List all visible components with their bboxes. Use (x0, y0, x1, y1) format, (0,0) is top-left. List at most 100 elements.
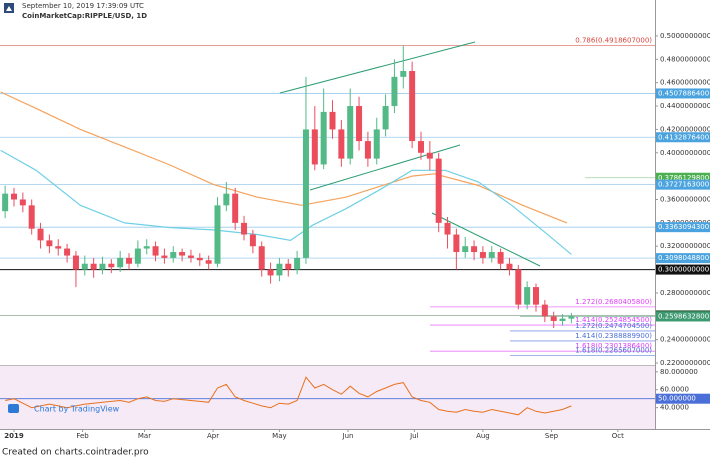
candle-body (11, 193, 18, 200)
y-tick-label: 0.4400000000 (660, 102, 710, 110)
level-label: 0.2598632800 (658, 312, 709, 320)
candle-body (391, 76, 398, 107)
fib-label: 1.414(0.2388889900) (575, 332, 652, 340)
candle-body (143, 246, 150, 249)
y-tick-label: 0.4800000000 (660, 55, 710, 63)
level-label: 0.3786129800 (658, 174, 709, 182)
candle-body (161, 255, 168, 258)
level-label-box (656, 393, 710, 404)
candle-body (471, 246, 478, 253)
fib-label: 1.618(0.2265607000) (575, 346, 652, 354)
candle-body (196, 257, 203, 261)
candle-body (426, 152, 433, 159)
candle-body (506, 263, 513, 270)
rsi (5, 376, 572, 416)
candle-body (117, 257, 124, 268)
candle-body (320, 111, 327, 165)
y-tick-label: 0.5000000000 (660, 32, 710, 40)
candle-body (311, 129, 318, 165)
candle-body (108, 263, 115, 268)
candle-body (294, 257, 301, 270)
rsi-panel (0, 366, 655, 429)
footer: Created on charts.cointrader.pro (2, 448, 149, 458)
level-label: 0.3000000000 (658, 266, 709, 274)
candle-body (205, 260, 212, 264)
moving-average (0, 91, 568, 224)
x-tick-label: Jun (342, 432, 354, 440)
candle-body (497, 252, 504, 264)
x-tick-label: Mar (138, 432, 151, 440)
y-tick-label: 0.3600000000 (660, 195, 710, 203)
rsi-tick-label: 40.0000 (660, 404, 689, 412)
candle-body (232, 193, 239, 223)
candle-body (187, 255, 194, 258)
candle-body (152, 246, 159, 256)
fib-label: 1.414(0.2524854500) (575, 316, 652, 324)
x-tick-label: 2019 (4, 432, 24, 440)
candle-body (533, 287, 540, 305)
candle-body (338, 129, 345, 159)
rsi-line (5, 376, 572, 416)
candle-body (72, 255, 79, 270)
candle-body (435, 158, 442, 223)
candle-body (90, 263, 97, 270)
rsi-tick-label: 80.000000 (660, 368, 698, 376)
level-label-box (656, 311, 710, 322)
candle-body (373, 129, 380, 159)
y-tick-label: 0.3200000000 (660, 242, 710, 250)
candle-body (179, 252, 186, 256)
candle-body (302, 129, 309, 258)
x-tick-label: Sep (545, 432, 559, 440)
level-label-box (656, 179, 710, 190)
x-tick-label: Oct (612, 432, 624, 440)
level-label-box (656, 88, 710, 99)
y-tick-label: 0.2200000000 (660, 359, 710, 367)
level-label: 0.4132876400 (658, 133, 709, 141)
moving-averages (0, 91, 572, 255)
candle-body (258, 246, 265, 270)
x-tick-label: Apr (207, 432, 219, 440)
candle-body (568, 316, 575, 319)
candle-body (249, 234, 256, 247)
candle-body (170, 252, 177, 258)
candle-body (479, 252, 486, 258)
fib-label: 1.272(0.2680405800) (575, 298, 652, 306)
x-tick-label: Jul (409, 432, 419, 440)
trend-line (431, 212, 541, 267)
candle-body (285, 263, 292, 270)
level-label-box (656, 264, 710, 275)
rsi-tick-label: 60.0000 (660, 386, 689, 394)
candle-body (462, 246, 469, 253)
chart-title: September 10, 2019 17:39:09 UTC (22, 2, 144, 10)
level-label: 50.000000 (658, 395, 696, 403)
candle-body (524, 287, 531, 305)
candle-body (267, 269, 274, 276)
trend-line (309, 144, 461, 191)
candle-body (28, 205, 35, 229)
level-label: 0.3098048800 (658, 254, 709, 262)
fib-label: 0.786(0.4918607000) (575, 36, 652, 44)
candle-body (409, 71, 416, 142)
candle-body (126, 257, 133, 264)
candle-body (515, 269, 522, 305)
y-tick-label: 0.2800000000 (660, 289, 710, 297)
candle-body (223, 193, 230, 206)
level-label: 0.3727163000 (658, 181, 709, 189)
fib-label: 1.272(0.2474704500) (575, 322, 652, 330)
candle-body (550, 316, 557, 321)
candle-body (19, 199, 26, 206)
candle-body (276, 263, 283, 276)
level-label-box (656, 222, 710, 233)
x-tick-label: Feb (76, 432, 89, 440)
candle-body (37, 228, 44, 241)
y-tick-label: 0.4000000000 (660, 149, 710, 157)
chart-subtitle: CoinMarketCap:RIPPLE/USD, 1D (22, 12, 147, 20)
logo-mark (6, 6, 12, 11)
level-label-box (656, 172, 710, 183)
candle-body (99, 263, 106, 270)
candle-body (214, 205, 221, 264)
candle-body (488, 252, 495, 258)
x-tick-label: May (272, 432, 286, 440)
